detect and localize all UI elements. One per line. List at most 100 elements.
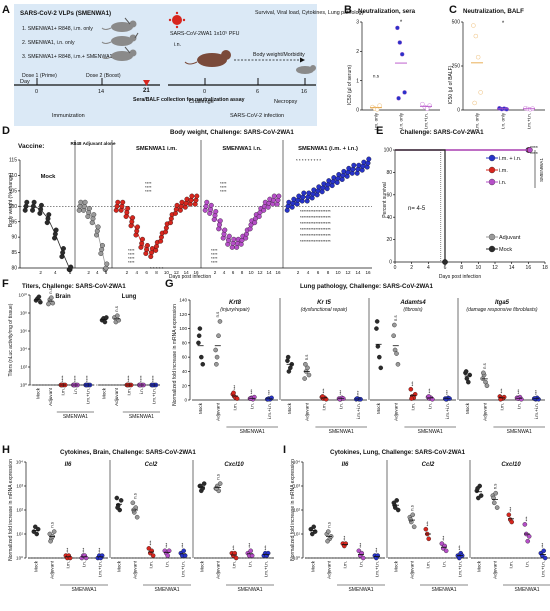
sig-stars: ****************** [300, 209, 331, 214]
x-tick-label: Adjuvant [304, 402, 309, 421]
y-tick-label: 60 [386, 192, 392, 198]
data-point [124, 209, 130, 215]
legend-label: Adjuvant [499, 235, 521, 241]
x-tick-label: i.m. [61, 388, 66, 395]
data-point [541, 548, 546, 554]
infected-mouse-icon [184, 50, 231, 67]
data-point [410, 512, 415, 518]
x-tick-label: Adjuvant [216, 560, 221, 579]
data-point [115, 313, 120, 318]
x-tick-label: 14 [355, 270, 361, 275]
gene-name: Krt8 [229, 300, 242, 306]
x-tick-label: i.m.+i.n. [267, 403, 272, 419]
data-point [138, 244, 144, 250]
data-point [354, 396, 360, 401]
sera-collection-label: Sera/BALF collection for neutralization … [133, 97, 245, 103]
x-tick-label: i.n. [339, 403, 344, 409]
gene-description: (injury/repair) [220, 307, 250, 313]
y-tick-label: 0 [389, 260, 392, 266]
y-tick-label: 10³ [16, 484, 23, 489]
data-point [289, 204, 295, 210]
x-tick-label: i.m. [509, 561, 514, 568]
panel-letter-d: D [2, 125, 10, 137]
data-point [294, 201, 300, 207]
y-tick-label: 1 [356, 78, 359, 84]
x-tick-label: i.m. [411, 403, 416, 410]
data-point [77, 203, 83, 209]
data-point [526, 534, 532, 539]
y-tick-label: 10² [293, 508, 300, 513]
data-point [95, 224, 101, 230]
x-tick-label: Mock [34, 560, 39, 572]
x-tick-label: Mock [311, 560, 316, 572]
data-point [285, 203, 291, 209]
panel-letter-b: B [344, 4, 352, 16]
x-tick-label: 8 [155, 270, 158, 275]
data-point [50, 300, 56, 306]
x-tick-label: i.m. [233, 403, 238, 410]
y-tick-label: 80 [386, 170, 392, 176]
panel-e-title: Challenge: SARS-CoV-2WA1 [400, 129, 484, 136]
data-point [522, 522, 528, 527]
data-point [394, 498, 399, 503]
y-tick-label: 80 [182, 340, 188, 345]
x-tick-label: 10 [248, 270, 254, 275]
x-tick-label: Mock [376, 402, 381, 414]
x-tick-label: i.n. [517, 403, 522, 409]
y-tick-label: 0 [457, 108, 460, 114]
panel-h-title: Cytokines, Brain, Challenge: SARS-CoV-2W… [60, 449, 196, 456]
x-tick-label: i.m.+i.n. [264, 561, 269, 577]
x-tick-label: 18 [542, 265, 548, 271]
panel-d-title: Body weight, Challenge: SARS-CoV-2WA1 [170, 129, 294, 136]
data-point [226, 233, 232, 239]
data-point [231, 236, 237, 242]
sig-stars: *** [499, 388, 504, 393]
data-point [52, 235, 58, 241]
x-tick-label: Mock [200, 560, 205, 572]
data-point [261, 207, 267, 213]
sig-stars: *** [231, 545, 236, 550]
data-point [78, 199, 84, 205]
sig-stars: **** [128, 260, 135, 265]
y-tick-label: 10⁴ [293, 460, 300, 465]
data-point [504, 107, 509, 112]
x-tick-label: 10 [476, 265, 482, 271]
data-point [189, 193, 195, 199]
data-point [226, 237, 231, 243]
sig-stars: **** [220, 181, 227, 186]
x-tick-label: 12 [174, 270, 180, 275]
data-point [271, 197, 276, 203]
data-point [163, 225, 169, 231]
gene-name: Itga5 [495, 300, 510, 306]
y-tick-label: 10³ [293, 484, 300, 489]
y-tick-label: 250 [452, 64, 461, 70]
panel-c-ylabel: IC50 (µl of BALF) [448, 65, 454, 104]
data-point [494, 505, 500, 510]
x-tick-label: 4 [223, 270, 226, 275]
x-tick-label: 16 [365, 270, 371, 275]
x-tick-label: Mock [36, 387, 41, 399]
challenge-virus: SARS-CoV-2WA1 1x10⁵ PFU [170, 31, 240, 37]
data-point [466, 379, 471, 385]
data-point [213, 347, 218, 353]
data-point [208, 202, 214, 208]
data-point [296, 193, 302, 199]
panel-letter-e: E [376, 125, 383, 137]
sig-stars: *** [410, 381, 415, 386]
panel-h: H Cytokines, Brain, Challenge: SARS-CoV-… [2, 444, 274, 593]
data-point [221, 231, 227, 237]
data-point [114, 495, 120, 501]
data-point [144, 247, 150, 252]
data-point [135, 224, 141, 230]
y-tick-label: 0 [184, 398, 187, 403]
data-point [202, 207, 208, 213]
data-point [316, 184, 322, 190]
y-tick-label: 10¹ [16, 532, 23, 537]
arrow-icon [300, 57, 305, 63]
group-2: 2. SMENWA1, i.n. only [22, 40, 75, 46]
data-point [411, 524, 417, 530]
data-point [99, 247, 105, 252]
data-point [143, 251, 149, 256]
sig-stars: **** [530, 146, 538, 152]
x-tick-label: i.m. only [374, 112, 379, 130]
